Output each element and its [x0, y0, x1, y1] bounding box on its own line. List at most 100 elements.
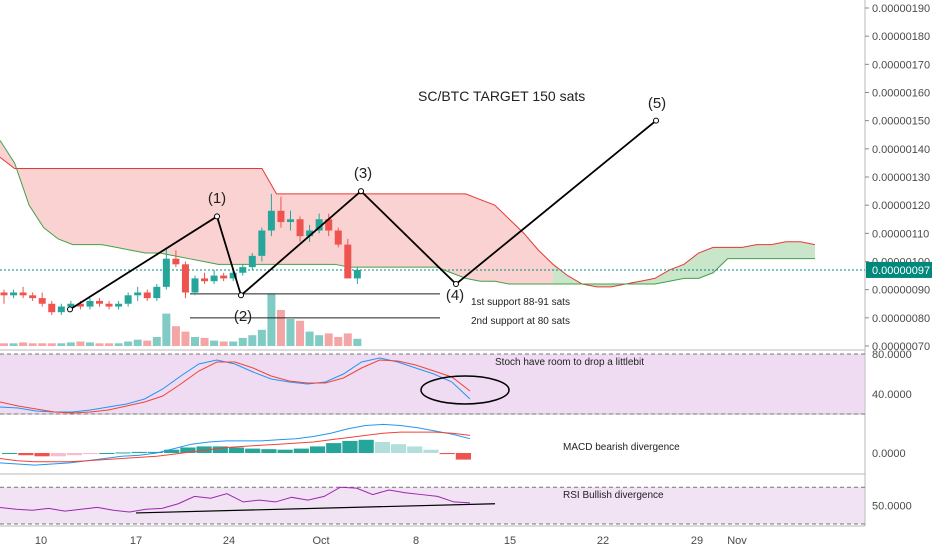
candle-body [134, 292, 142, 296]
candle-body [105, 303, 113, 307]
macd-histogram-bar [180, 447, 196, 453]
macd-histogram-bar [374, 442, 390, 453]
volume-bar [85, 342, 94, 346]
candle-body [325, 219, 333, 231]
stoch-annotation: Stoch have room to drop a littlebit [495, 357, 644, 368]
wave-label: (1) [208, 190, 226, 207]
volume-bar [114, 343, 123, 346]
candle-body [191, 278, 199, 293]
volume-bar [210, 340, 219, 346]
volume-bar [219, 341, 228, 346]
elliott-wave-point [358, 188, 364, 195]
x-tick-label: 22 [597, 535, 609, 547]
macd-line [0, 423, 471, 466]
wave-label: (4) [446, 287, 464, 304]
volume-bar [124, 341, 133, 346]
last-price-label: 0.00000097 [872, 265, 930, 277]
rsi-tick-label: 50.0000 [872, 501, 912, 513]
price-tick-label: 0.00000110 [872, 228, 929, 240]
price-tick-label: 0.00000150 [872, 116, 930, 128]
macd-histogram-bar [407, 446, 423, 453]
price-tick-label: 0.00000080 [872, 313, 930, 325]
volume-bar [200, 337, 209, 346]
elliott-wave-point [653, 117, 659, 124]
candles-layer [0, 193, 361, 316]
macd-signal-line [0, 431, 471, 463]
candle-body [29, 295, 37, 299]
elliott-wave-point [67, 306, 73, 313]
volume-bar [296, 320, 305, 346]
volume-bar [248, 335, 257, 346]
candle-body [210, 275, 218, 282]
wave-label: (3) [354, 165, 372, 182]
volume-bar [334, 337, 343, 346]
rsi-annotation: RSI Bullish divergence [563, 490, 664, 501]
candle-body [229, 272, 237, 279]
volume-bar [267, 293, 276, 346]
x-tick-label: 10 [35, 535, 47, 547]
stoch-tick-label: 40.0000 [872, 389, 912, 401]
macd-histogram-bar [277, 449, 293, 453]
price-tick-label: 0.00000140 [872, 144, 930, 156]
macd-histogram-bar [196, 446, 212, 453]
support-2-annotation: 2nd support at 80 sats [471, 316, 570, 327]
price-tick-label: 0.00000090 [872, 285, 930, 297]
volume-bar [162, 313, 171, 346]
last-price-box [866, 261, 932, 278]
macd-histogram-bar [423, 449, 439, 453]
volume-bar [305, 331, 314, 346]
x-tick-label: 8 [413, 535, 419, 547]
candle-body [162, 258, 170, 287]
candle-body [306, 230, 314, 237]
volume-bar [76, 341, 85, 346]
candle-body [10, 292, 18, 296]
candle-body [239, 267, 247, 273]
volume-bar [353, 338, 362, 346]
volume-bar [315, 335, 324, 346]
macd-histogram-bar [115, 452, 131, 454]
stoch-band [0, 354, 865, 414]
macd-histogram-bar [50, 453, 66, 457]
macd-histogram-bar [261, 449, 277, 453]
volume-bar [152, 337, 161, 346]
wave-label: (5) [648, 95, 666, 112]
volume-bar [47, 343, 56, 346]
macd-histogram-bar [99, 453, 115, 454]
macd-histogram-bar [326, 443, 342, 453]
volume-bar [238, 337, 247, 346]
volume-bar [38, 343, 47, 346]
indicator-lines-layer [0, 269, 865, 319]
volume-bar [0, 343, 8, 346]
candle-body [86, 300, 94, 307]
price-tick-label: 0.00000170 [872, 59, 930, 71]
candle-body [76, 303, 84, 307]
candle-body [181, 264, 189, 293]
candle-body [287, 219, 294, 223]
x-tick-label: 24 [223, 535, 235, 547]
volume-bar [133, 339, 142, 346]
candle-body [277, 210, 285, 223]
volume-bar [276, 310, 285, 346]
candle-body [48, 303, 56, 313]
volume-bar [143, 340, 152, 346]
volume-bar [191, 337, 199, 346]
macd-histogram-bar [245, 448, 261, 453]
volume-bar [343, 333, 352, 346]
price-tick-label: 0.00000180 [872, 31, 930, 43]
text-layer: SC/BTC TARGET 150 sats 1st support 88-91… [418, 88, 680, 501]
candle-body [172, 258, 180, 265]
support-1-annotation: 1st support 88-91 sats [471, 297, 570, 308]
macd-histogram-bar [147, 451, 164, 453]
candle-body [334, 230, 342, 245]
volume-bar [181, 331, 190, 346]
macd-histogram-bar [164, 449, 180, 453]
rsi-line [0, 486, 471, 513]
macd-histogram-bar [228, 447, 245, 453]
candle-body [0, 292, 8, 296]
macd-histogram-bar [358, 439, 374, 453]
cloud-span-a-line [0, 156, 816, 288]
volume-bar [229, 341, 238, 346]
candle-body [220, 275, 228, 279]
